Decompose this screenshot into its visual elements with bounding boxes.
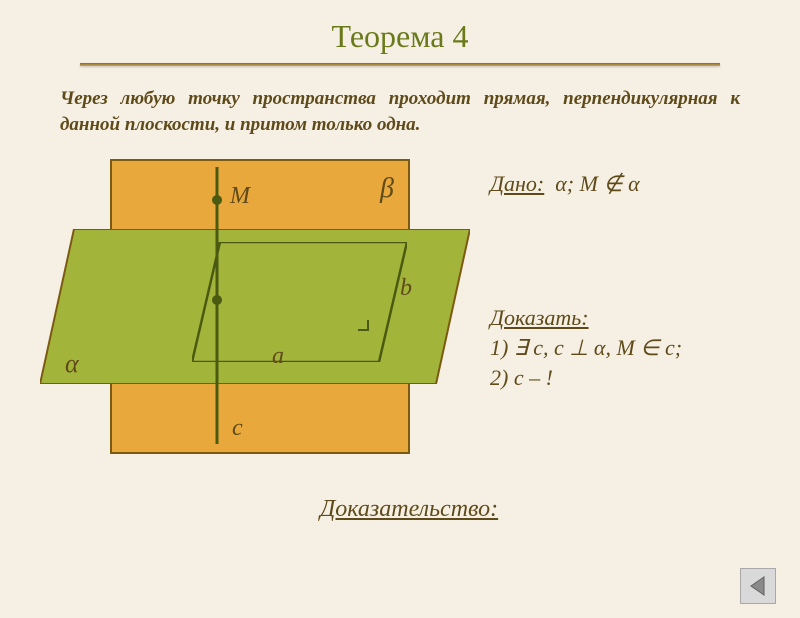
prove-block: Доказать: 1) ∃ с, с ⊥ α, М ∈ с; 2) с – !	[490, 303, 780, 392]
label-a: а	[272, 343, 284, 370]
label-b: b	[400, 275, 412, 302]
title-divider	[80, 63, 720, 66]
given-block: Дано: α; М ∉ α	[490, 169, 640, 199]
prove-label: Доказать:	[490, 303, 780, 333]
proof-heading: Доказательство:	[320, 496, 498, 523]
theorem-statement: Через любую точку пространства проходит …	[60, 86, 740, 137]
triangle-left-icon	[747, 575, 769, 597]
line-c	[215, 167, 219, 444]
prove-line2: 2) с – !	[490, 363, 780, 393]
back-button[interactable]	[740, 568, 776, 604]
given-label: Дано:	[490, 171, 544, 196]
inner-plane	[192, 242, 407, 362]
content-area: М β α а b с Дано: α; М ∉ α Доказать: 1) …	[0, 153, 800, 553]
page-title: Теорема 4	[0, 18, 800, 55]
label-beta: β	[380, 173, 394, 205]
label-c: с	[232, 415, 243, 442]
label-m: М	[230, 183, 250, 210]
prove-line1: 1) ∃ с, с ⊥ α, М ∈ с;	[490, 333, 780, 363]
given-content: α; М ∉ α	[555, 171, 639, 196]
geometry-diagram: М β α а b с	[40, 159, 470, 464]
label-alpha: α	[65, 349, 79, 379]
